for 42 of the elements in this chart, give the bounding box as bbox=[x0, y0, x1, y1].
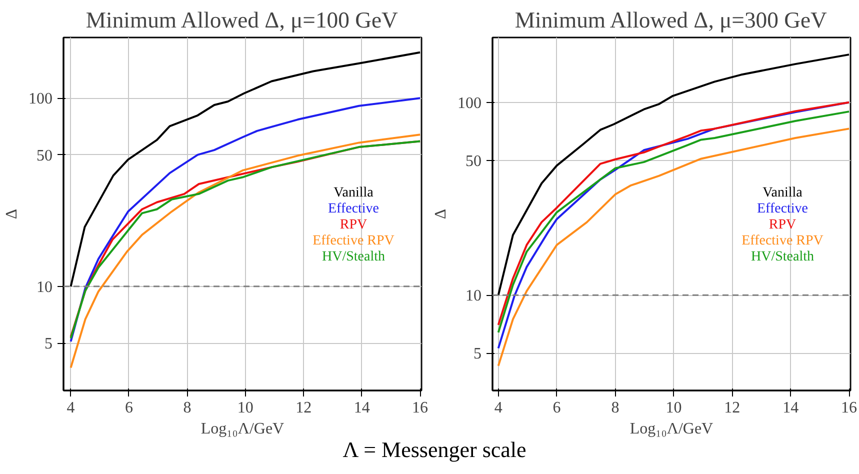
y-tick-label: 100 bbox=[28, 90, 52, 108]
chart-title: Minimum Allowed Δ, μ=300 GeV bbox=[514, 8, 828, 32]
x-tick-label: 6 bbox=[124, 400, 133, 416]
x-tick-label: 16 bbox=[841, 400, 858, 416]
x-tick-label: 14 bbox=[354, 400, 370, 416]
y-tick-label: 10 bbox=[36, 278, 52, 296]
y-tick-label: 100 bbox=[458, 94, 482, 112]
y-tick-label: 50 bbox=[466, 152, 482, 170]
x-tick-label: 8 bbox=[611, 400, 620, 416]
x-tick-label: 14 bbox=[782, 400, 799, 416]
x-tick-label: 12 bbox=[296, 400, 312, 416]
y-tick-label: 50 bbox=[36, 147, 52, 164]
text: Effective bbox=[756, 202, 808, 216]
text: Vanilla bbox=[762, 186, 804, 200]
text: Vanilla bbox=[334, 186, 374, 200]
text: HV/Stealth bbox=[751, 250, 814, 264]
text: Effective RPV bbox=[742, 234, 824, 248]
y-axis-title: Δ bbox=[4, 208, 20, 220]
x-tick-label: 6 bbox=[552, 400, 561, 416]
x-tick-label: 8 bbox=[183, 400, 192, 416]
text: RPV bbox=[768, 218, 796, 232]
x-axis-title: Log₁₀Λ/GeV bbox=[630, 420, 714, 438]
y-tick-label: 5 bbox=[44, 336, 52, 353]
text: RPV bbox=[340, 218, 368, 232]
x-tick-label: 4 bbox=[66, 400, 75, 416]
x-tick-label: 4 bbox=[494, 400, 502, 416]
chart-title: Minimum Allowed Δ, μ=100 GeV bbox=[86, 8, 399, 32]
x-axis-title: Log₁₀Λ/GeV bbox=[200, 420, 285, 438]
x-tick-label: 10 bbox=[237, 400, 254, 416]
line-series bbox=[497, 128, 850, 367]
line-series bbox=[70, 97, 422, 342]
text: Effective bbox=[328, 202, 380, 216]
line-series bbox=[70, 134, 422, 369]
x-tick-label: 12 bbox=[724, 400, 740, 416]
y-tick-label: 10 bbox=[466, 288, 482, 305]
text: HV/Stealth bbox=[322, 250, 386, 264]
x-tick-label: 10 bbox=[666, 400, 682, 416]
y-tick-label: 5 bbox=[474, 346, 482, 363]
text: Effective RPV bbox=[312, 234, 394, 248]
x-tick-label: 16 bbox=[412, 400, 428, 416]
text: Λ = Messenger scale bbox=[342, 436, 526, 464]
y-axis-title: Δ bbox=[432, 208, 450, 220]
